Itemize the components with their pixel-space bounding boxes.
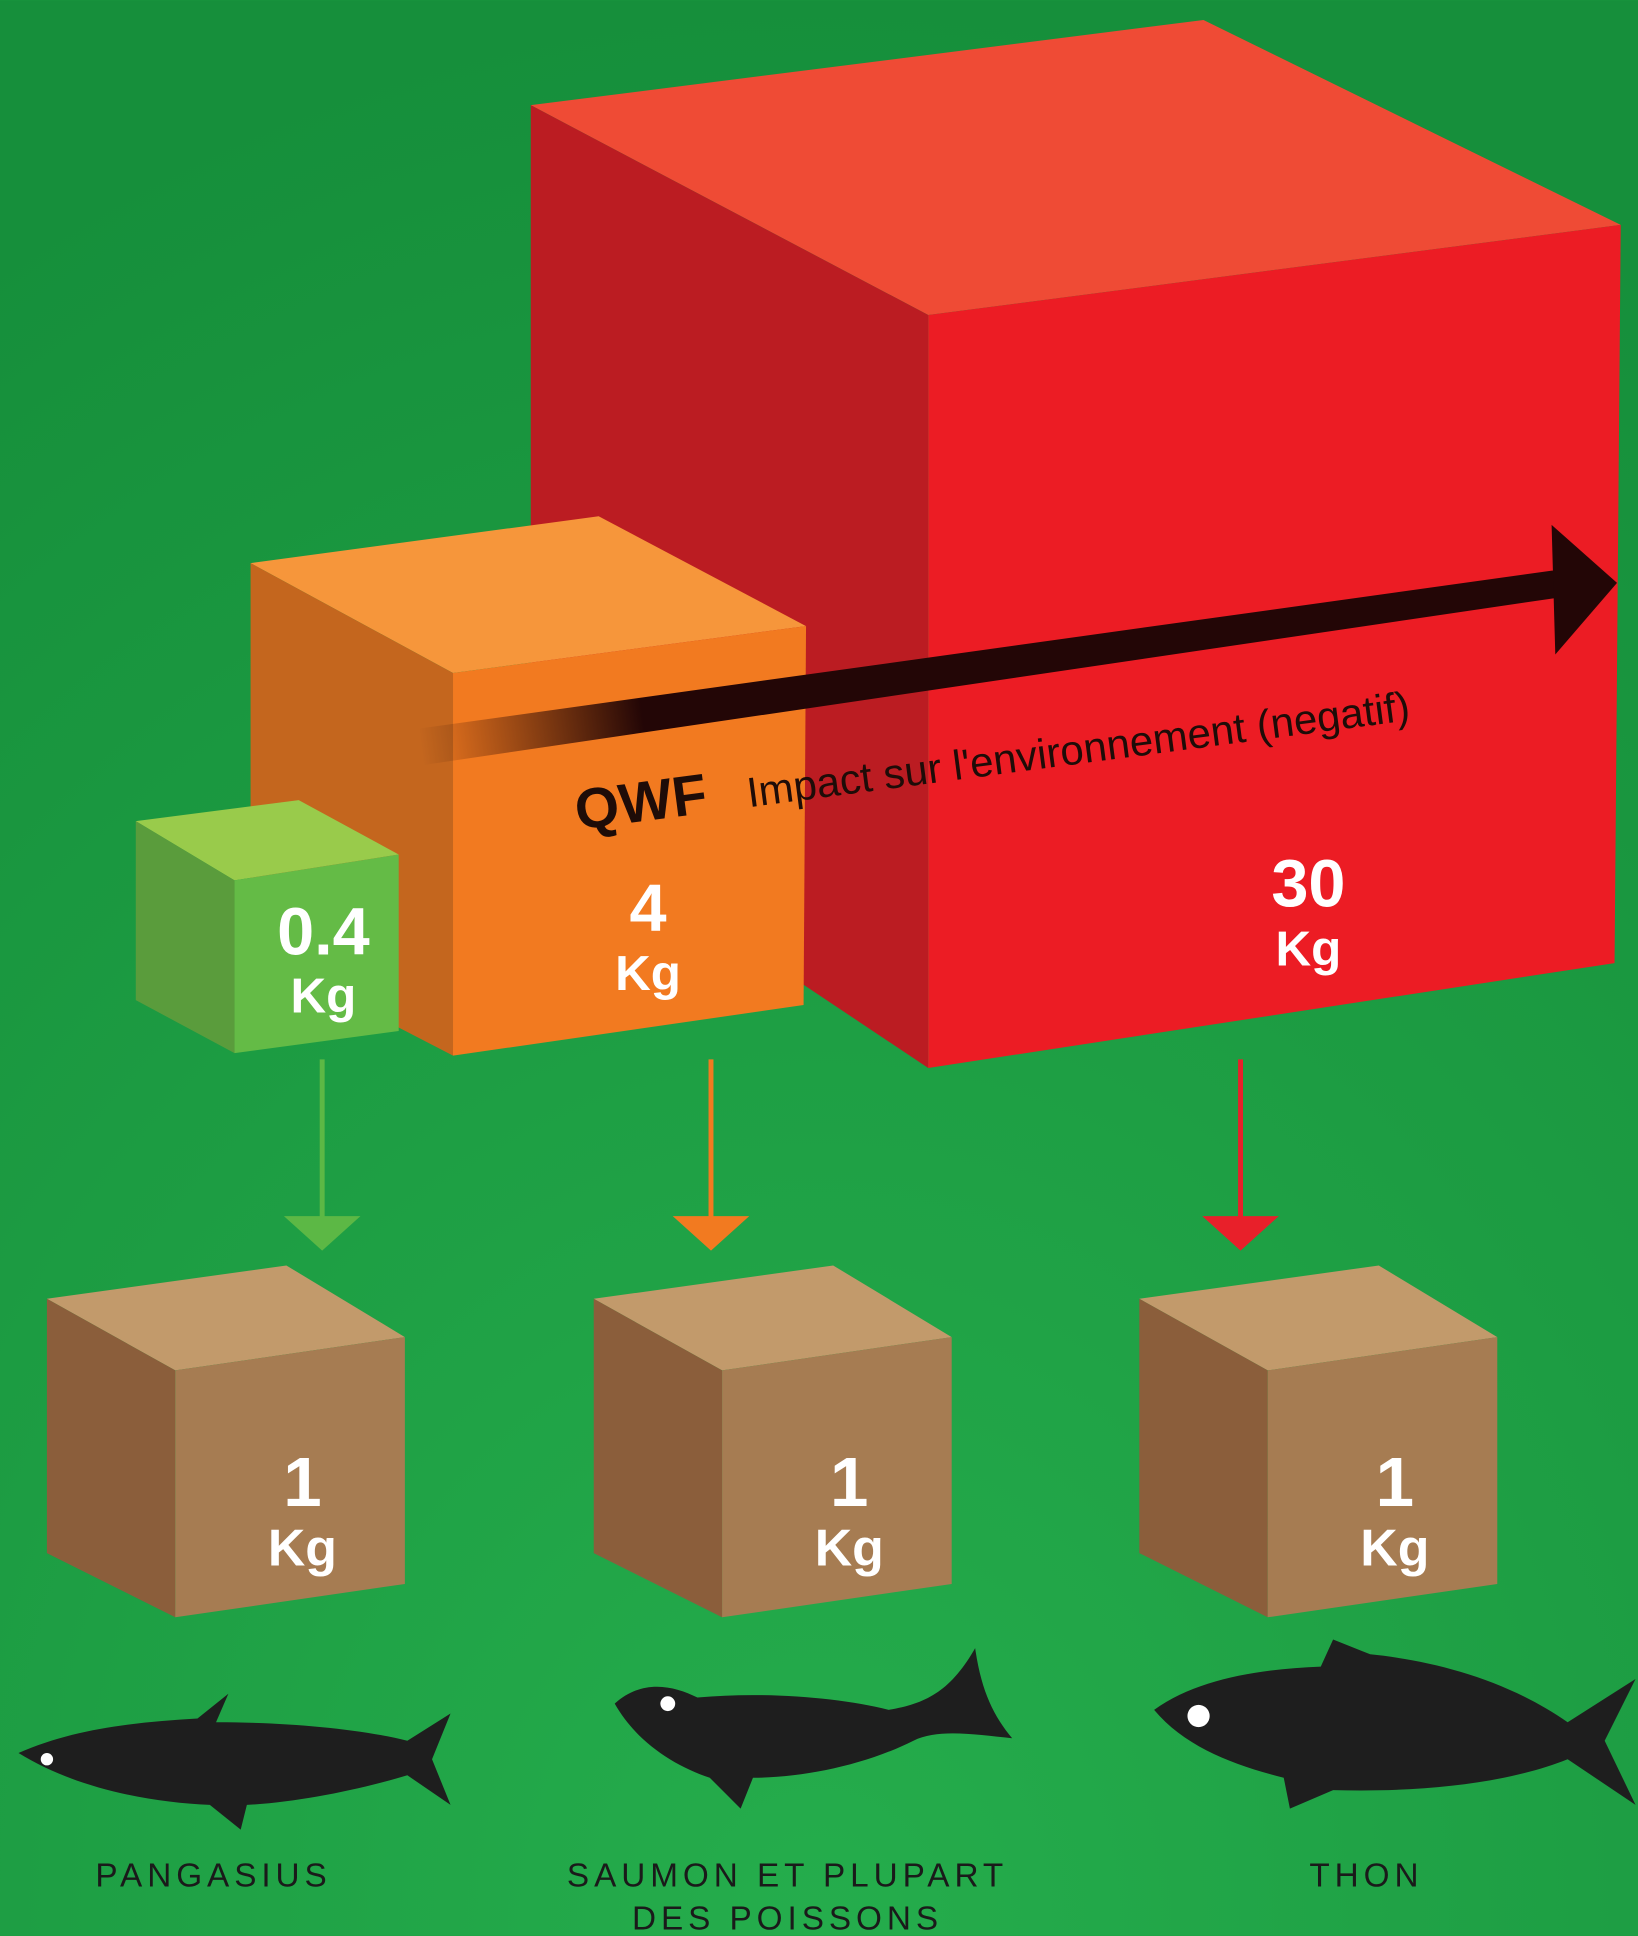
- product-value: 1: [283, 1443, 321, 1521]
- impact-value: 4: [630, 872, 667, 946]
- impact-value: 0.4: [277, 895, 370, 969]
- product-value: 1: [830, 1443, 868, 1521]
- product-unit: Kg: [815, 1518, 884, 1576]
- product-boxes: [47, 1265, 1497, 1617]
- product-unit: Kg: [1360, 1518, 1429, 1576]
- infographic: QWF Impact sur l'environnement (negatif)…: [0, 0, 1638, 1936]
- impact-unit: Kg: [291, 968, 357, 1023]
- product-label: THON: [1309, 1857, 1423, 1894]
- product-unit: Kg: [268, 1518, 337, 1576]
- product-label: SAUMON ET PLUPART: [567, 1857, 1008, 1894]
- impact-unit: Kg: [1276, 922, 1342, 977]
- product-label: PANGASIUS: [95, 1857, 331, 1894]
- impact-value: 30: [1271, 847, 1345, 921]
- product-label: DES POISSONS: [632, 1901, 943, 1936]
- impact-unit: Kg: [615, 946, 681, 1001]
- product-value: 1: [1376, 1443, 1414, 1521]
